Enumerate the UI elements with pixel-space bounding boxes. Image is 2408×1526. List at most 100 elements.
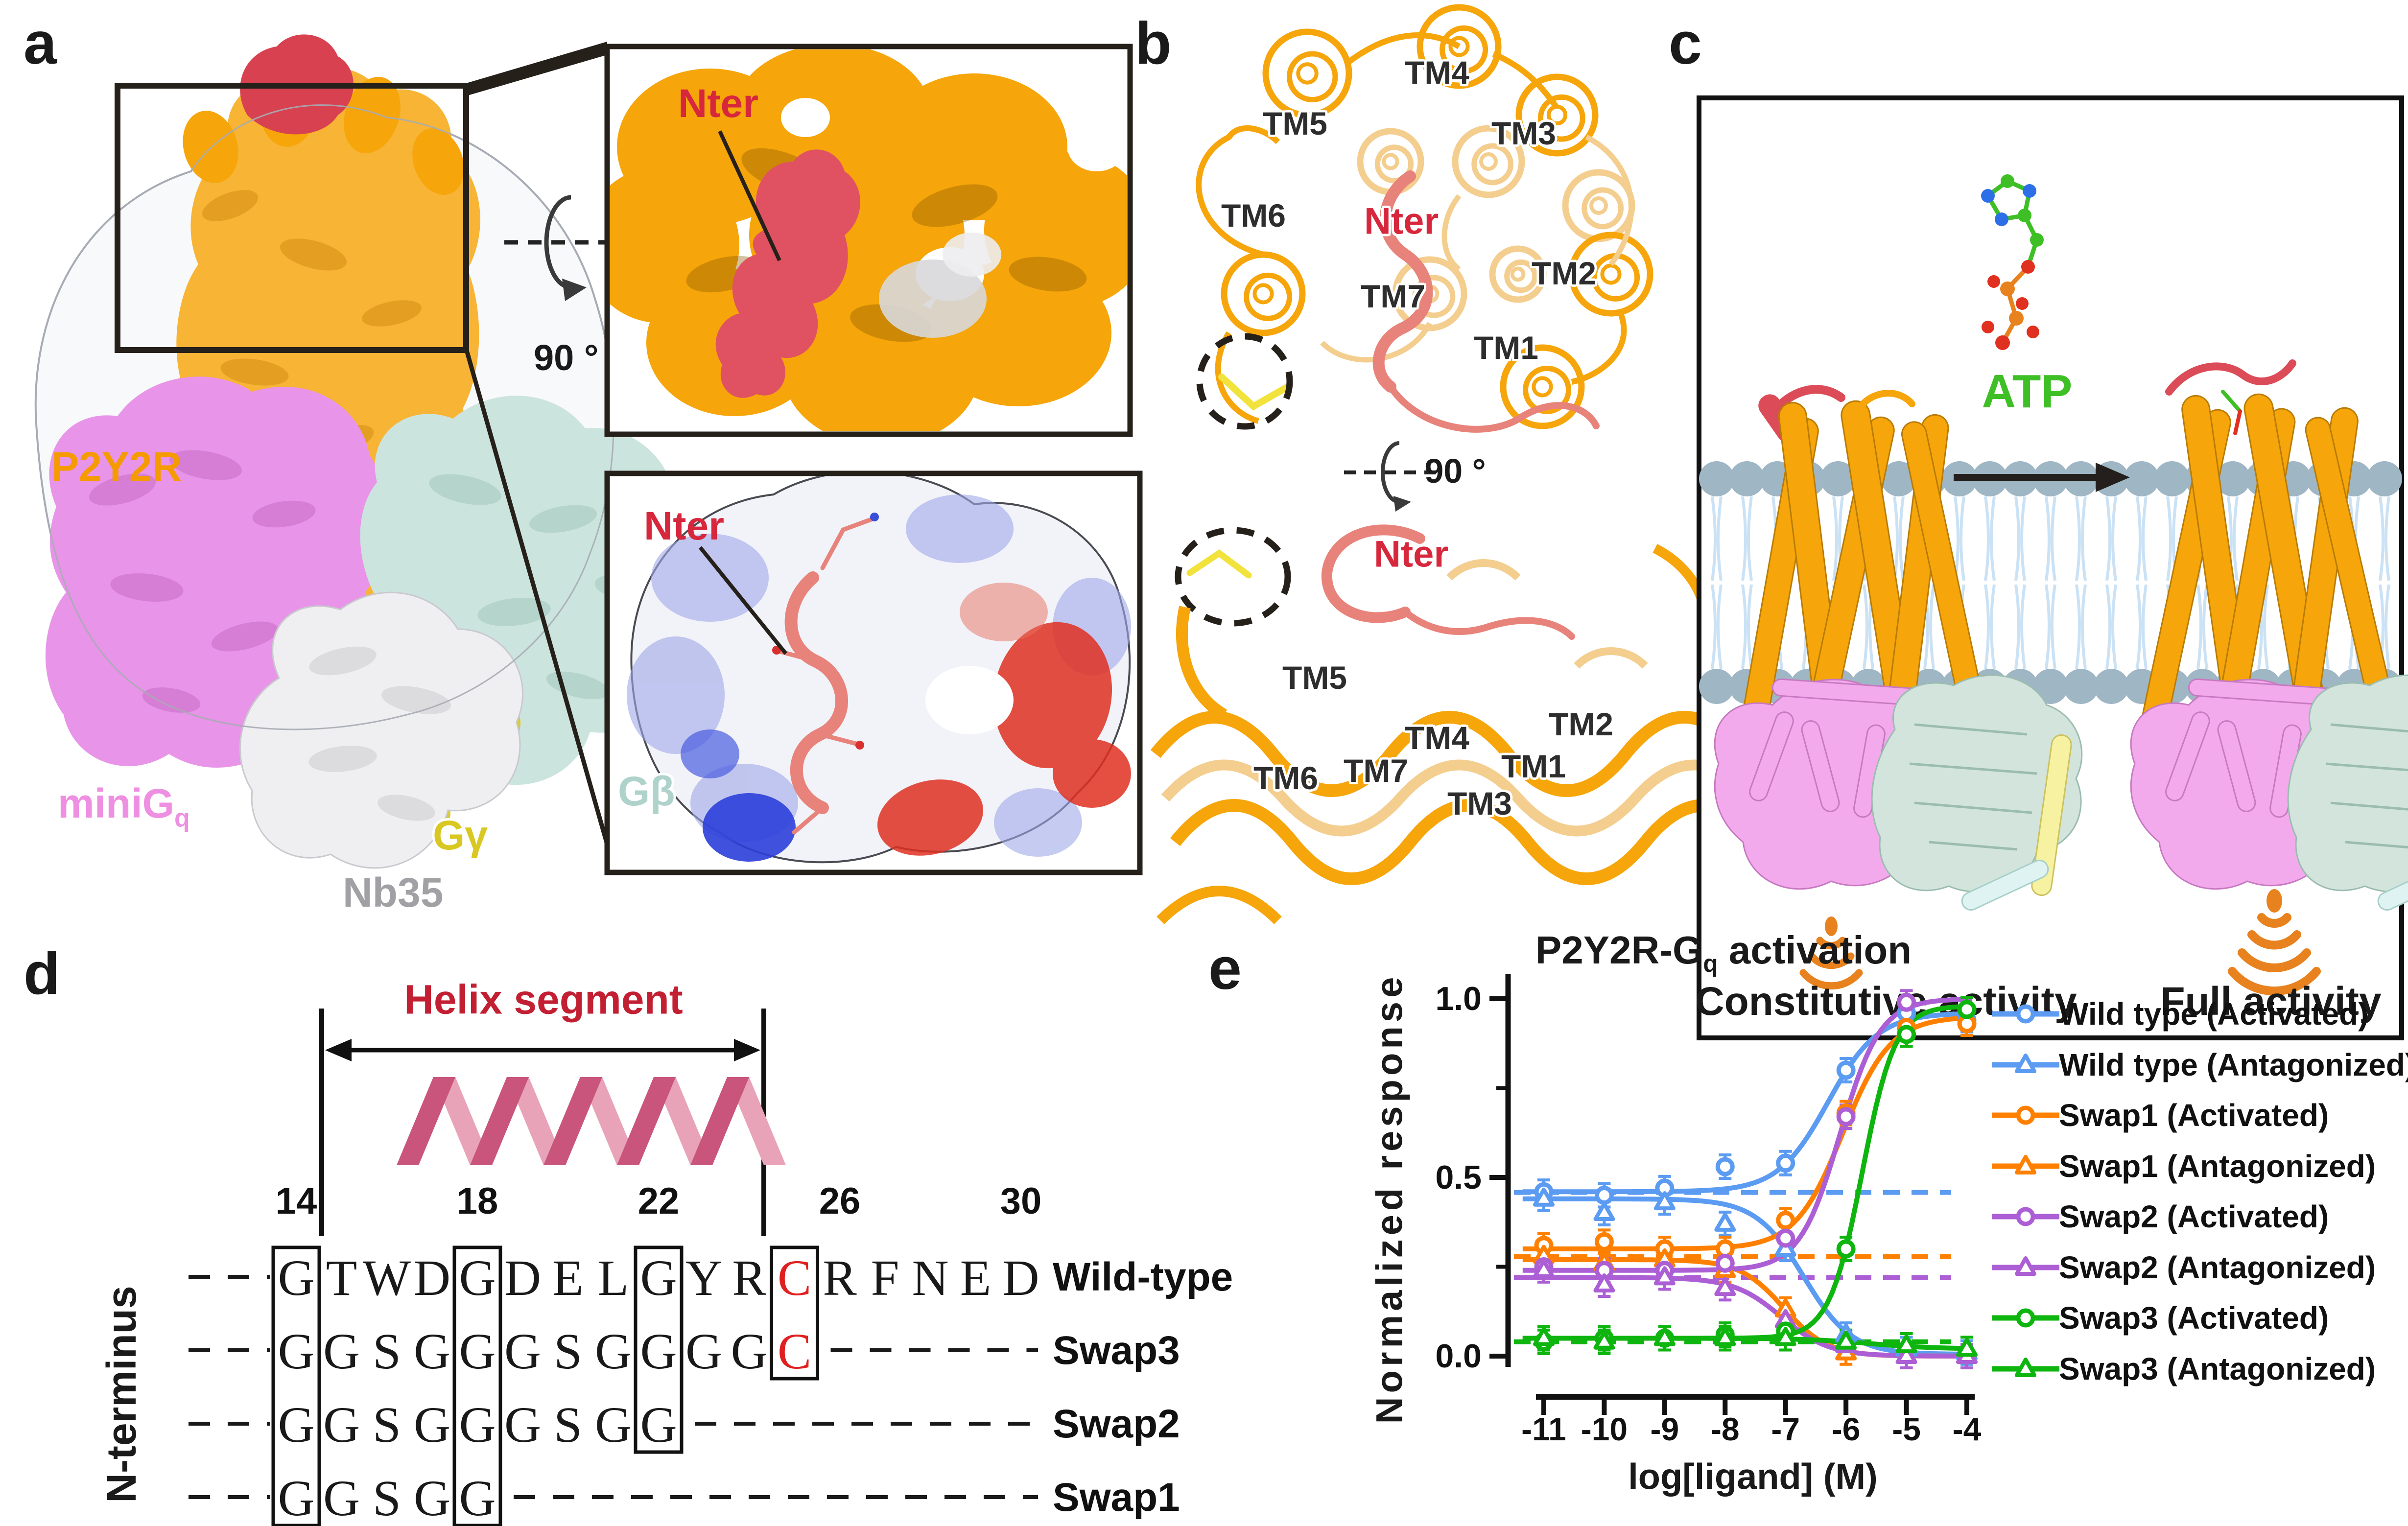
gprotein-right xyxy=(2130,674,2408,911)
svg-text:S: S xyxy=(373,1470,401,1526)
bottom-view-yellow-segment xyxy=(1186,549,1252,579)
inset-bottom-nter-label: Nter xyxy=(644,504,725,548)
svg-text:G: G xyxy=(459,1323,496,1380)
svg-text:W: W xyxy=(363,1250,411,1306)
svg-text:N: N xyxy=(912,1250,948,1306)
legend-item-label: Swap1 (Antagonized) xyxy=(2059,1148,2376,1184)
svg-text:-8: -8 xyxy=(1711,1411,1740,1447)
legend-marker-icon xyxy=(1992,1004,2059,1024)
panel-c-letter: c xyxy=(1669,10,1702,76)
gprotein-left xyxy=(1714,674,2083,911)
svg-text:Y: Y xyxy=(685,1250,722,1306)
svg-text:Swap3: Swap3 xyxy=(1053,1328,1180,1373)
tm6-label-top: TM6 xyxy=(1221,197,1286,234)
nb35-label: Nb35 xyxy=(343,869,444,916)
svg-text:0.5: 0.5 xyxy=(1435,1159,1482,1196)
svg-text:G: G xyxy=(414,1397,450,1453)
bottom-view-nter-helix xyxy=(1321,524,1425,623)
panel-c-graphic xyxy=(1697,95,2408,1040)
tm6-label-bottom: TM6 xyxy=(1253,760,1318,796)
legend-marker-icon xyxy=(1992,1207,2059,1226)
svg-text:T: T xyxy=(326,1250,357,1306)
svg-text:G: G xyxy=(323,1397,360,1453)
legend-item-label: Swap2 (Activated) xyxy=(2059,1199,2329,1234)
dose-response-chart: 0.0 0.5 1.0 -11 -10 -9 -8 -7 -6 -5 -4 xyxy=(1435,974,1982,1447)
chart-ylabel: Normalized response xyxy=(1369,973,1411,1424)
zoom-connector-bottom xyxy=(464,348,611,850)
svg-text:G: G xyxy=(640,1397,677,1453)
svg-text:-7: -7 xyxy=(1771,1411,1800,1447)
svg-text:G: G xyxy=(504,1397,541,1453)
svg-text:L: L xyxy=(598,1250,629,1306)
svg-text:G: G xyxy=(595,1397,632,1453)
ggamma-label: Gγ xyxy=(433,812,488,858)
tm2-label-bottom: TM2 xyxy=(1549,706,1613,742)
svg-text:G: G xyxy=(323,1323,360,1380)
zoom-highlight-rect xyxy=(115,83,469,353)
legend-marker-icon xyxy=(1992,1053,2059,1073)
svg-text:E: E xyxy=(552,1250,584,1306)
legend-marker-icon xyxy=(1992,1357,2059,1377)
svg-text:1.0: 1.0 xyxy=(1435,980,1482,1017)
panel-e-letter: e xyxy=(1208,935,1242,1002)
svg-text:-4: -4 xyxy=(1953,1411,1982,1447)
panel-b-rotation-label: 90 ° xyxy=(1424,452,1486,490)
svg-text:G: G xyxy=(414,1323,450,1380)
chart-title: P2Y2R-Gq activation xyxy=(1535,928,1912,977)
n-terminus-caption: N-terminus xyxy=(98,1286,144,1503)
svg-text:C: C xyxy=(778,1323,811,1380)
bottom-view-nter-tail xyxy=(1402,609,1575,640)
bottom-view-dashed-circle xyxy=(1175,527,1291,627)
panel-a-rotation-label: 90 ° xyxy=(534,337,599,378)
atp-label: ATP xyxy=(1982,365,2073,418)
legend-marker-icon xyxy=(1992,1154,2059,1174)
nter-label-top-view: Nter xyxy=(1364,200,1439,242)
svg-text:14: 14 xyxy=(276,1180,317,1222)
svg-text:G: G xyxy=(459,1250,496,1306)
panel-b-letter: b xyxy=(1135,10,1172,76)
svg-text:G: G xyxy=(459,1470,496,1526)
tm2-label-top: TM2 xyxy=(1532,255,1596,291)
tm3-label-bottom: TM3 xyxy=(1447,785,1512,822)
top-view-loops xyxy=(1196,32,1627,424)
svg-text:-6: -6 xyxy=(1832,1411,1861,1447)
legend-marker-icon xyxy=(1992,1308,2059,1328)
svg-text:30: 30 xyxy=(1000,1180,1042,1222)
atp-molecule xyxy=(1981,174,2044,350)
tm7-label-top: TM7 xyxy=(1361,278,1425,314)
svg-text:G: G xyxy=(640,1323,677,1380)
svg-text:G: G xyxy=(278,1250,314,1306)
svg-text:0.0: 0.0 xyxy=(1435,1338,1482,1375)
tm4-label-bottom: TM4 xyxy=(1405,720,1469,756)
legend-item-label: Wild type (Antagonized) xyxy=(2059,1047,2408,1082)
svg-text:S: S xyxy=(554,1397,582,1453)
svg-text:G: G xyxy=(278,1470,314,1526)
chart-points xyxy=(1533,989,1978,1370)
svg-text:-9: -9 xyxy=(1651,1411,1679,1447)
svg-text:22: 22 xyxy=(638,1180,680,1222)
inset-bottom-nter-helix xyxy=(784,571,848,814)
svg-text:18: 18 xyxy=(457,1180,498,1222)
receptor-left xyxy=(1737,385,1991,783)
chart-axes: 0.0 0.5 1.0 -11 -10 -9 -8 -7 -6 -5 -4 xyxy=(1435,974,1982,1447)
legend-item-label: Wild type (Activated) xyxy=(2059,996,2369,1032)
svg-text:E: E xyxy=(960,1250,992,1306)
zoom-connector-top xyxy=(466,42,607,96)
tm3-label-top: TM3 xyxy=(1491,115,1556,151)
signal-icon-small xyxy=(1799,916,1863,990)
legend-item-label: Swap3 (Activated) xyxy=(2059,1300,2329,1336)
atp-arrow xyxy=(1954,463,2130,492)
svg-text:R: R xyxy=(823,1250,857,1306)
legend-item-label: Swap1 (Activated) xyxy=(2059,1098,2329,1133)
svg-text:R: R xyxy=(732,1250,766,1306)
chart-curves xyxy=(1522,996,1973,1359)
svg-text:G: G xyxy=(278,1397,314,1453)
svg-text:Wild-type: Wild-type xyxy=(1053,1255,1233,1299)
svg-text:G: G xyxy=(414,1470,450,1526)
inset-bottom-content xyxy=(627,476,1131,864)
p2y2r-label: P2Y2R xyxy=(51,444,182,490)
legend-marker-icon xyxy=(1992,1256,2059,1276)
svg-text:S: S xyxy=(373,1323,401,1380)
